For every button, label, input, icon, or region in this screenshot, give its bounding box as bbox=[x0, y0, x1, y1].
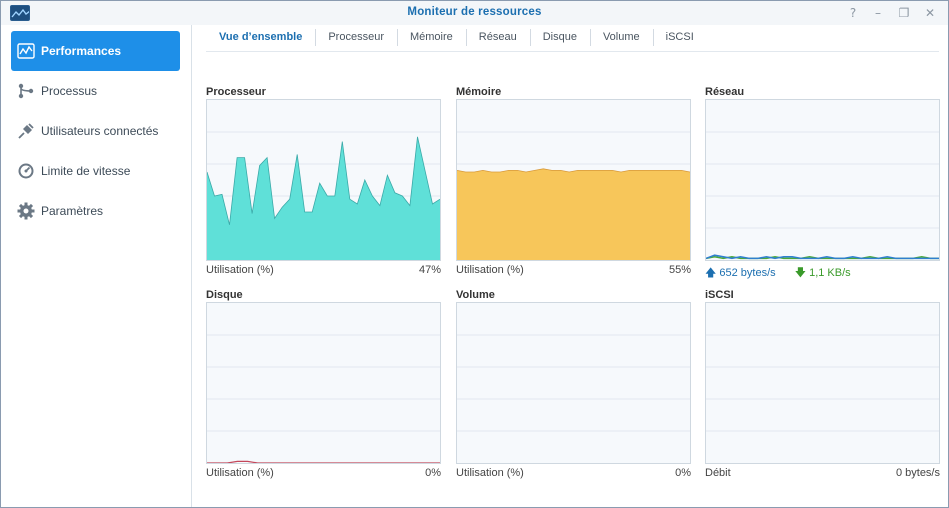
download-icon: 🡇 bbox=[794, 267, 807, 279]
sidebar-item-label: Paramètres bbox=[41, 204, 104, 218]
memory-usage-value: 55% bbox=[668, 264, 691, 276]
speedometer-icon bbox=[17, 162, 35, 180]
tab-iscsi[interactable]: iSCSI bbox=[652, 25, 707, 51]
sidebar-item-limite-de-vitesse[interactable]: Limite de vitesse bbox=[11, 151, 180, 191]
iscsi-panel-title: iSCSI bbox=[705, 289, 734, 301]
sidebar-item-utilisateurs-connectes[interactable]: Utilisateurs connectés bbox=[11, 111, 180, 151]
title-bar: Moniteur de ressources ? – ❐ ✕ bbox=[1, 1, 948, 25]
memory-panel-title: Mémoire bbox=[456, 86, 502, 98]
network-rates: 🡅 652 bytes/s 🡇 1,1 KB/s bbox=[705, 264, 851, 283]
maximize-icon[interactable]: ❐ bbox=[898, 6, 910, 20]
memory-chart bbox=[456, 99, 691, 261]
iscsi-chart bbox=[705, 302, 940, 464]
sidebar-item-label: Limite de vitesse bbox=[41, 164, 131, 178]
sidebar-item-processus[interactable]: Processus bbox=[11, 71, 180, 111]
cpu-usage-label: Utilisation (%) bbox=[206, 264, 274, 276]
cpu-usage-value: 47% bbox=[418, 264, 441, 276]
chart-icon bbox=[17, 42, 35, 60]
tab-processeur[interactable]: Processeur bbox=[315, 25, 397, 51]
disk-line bbox=[207, 460, 440, 463]
volume-chart bbox=[456, 302, 691, 464]
memory-usage-label: Utilisation (%) bbox=[456, 264, 524, 276]
iscsi-throughput-label: Débit bbox=[705, 467, 731, 479]
gear-icon bbox=[17, 202, 35, 220]
tab-disque[interactable]: Disque bbox=[529, 25, 590, 51]
disk-usage-label: Utilisation (%) bbox=[206, 467, 274, 479]
sidebar: Performances Processus Utilisateurs conn… bbox=[1, 25, 192, 507]
cpu-chart bbox=[206, 99, 441, 261]
tab-vue-ensemble[interactable]: Vue d’ensemble bbox=[219, 31, 303, 43]
resource-monitor-app-icon bbox=[10, 5, 30, 21]
memory-line bbox=[457, 168, 690, 173]
upload-series-line bbox=[706, 254, 939, 260]
upload-rate: 652 bytes/s bbox=[719, 267, 776, 279]
sidebar-item-parametres[interactable]: Paramètres bbox=[11, 191, 180, 231]
tab-volume[interactable]: Volume bbox=[589, 25, 653, 51]
cpu-line bbox=[207, 136, 440, 225]
volume-panel-title: Volume bbox=[456, 289, 495, 301]
process-icon bbox=[17, 82, 35, 100]
volume-usage-label: Utilisation (%) bbox=[456, 467, 524, 479]
disk-usage-value: 0% bbox=[425, 467, 441, 479]
sidebar-item-label: Performances bbox=[41, 44, 122, 58]
memory-area bbox=[457, 168, 690, 260]
cpu-panel-title: Processeur bbox=[206, 86, 266, 98]
download-rate: 1,1 KB/s bbox=[809, 267, 851, 279]
tab-bar: Vue d’ensemble Processeur Mémoire Réseau… bbox=[206, 25, 939, 52]
network-chart bbox=[705, 99, 940, 261]
iscsi-throughput-value: 0 bytes/s bbox=[895, 467, 940, 479]
disk-chart bbox=[206, 302, 441, 464]
upload-icon: 🡅 bbox=[705, 267, 717, 279]
minimize-icon[interactable]: – bbox=[875, 6, 881, 20]
cpu-area bbox=[207, 136, 440, 260]
sidebar-item-performances[interactable]: Performances bbox=[11, 31, 180, 71]
tab-memoire[interactable]: Mémoire bbox=[396, 25, 466, 51]
tab-reseau[interactable]: Réseau bbox=[465, 25, 530, 51]
window-title: Moniteur de ressources bbox=[407, 6, 542, 18]
volume-usage-value: 0% bbox=[675, 467, 691, 479]
close-icon[interactable]: ✕ bbox=[924, 6, 936, 20]
disk-panel-title: Disque bbox=[206, 289, 243, 301]
help-icon[interactable]: ? bbox=[849, 6, 857, 20]
sidebar-item-label: Utilisateurs connectés bbox=[41, 124, 159, 138]
sidebar-item-label: Processus bbox=[41, 84, 98, 98]
plug-icon bbox=[17, 122, 35, 140]
network-panel-title: Réseau bbox=[705, 86, 745, 98]
